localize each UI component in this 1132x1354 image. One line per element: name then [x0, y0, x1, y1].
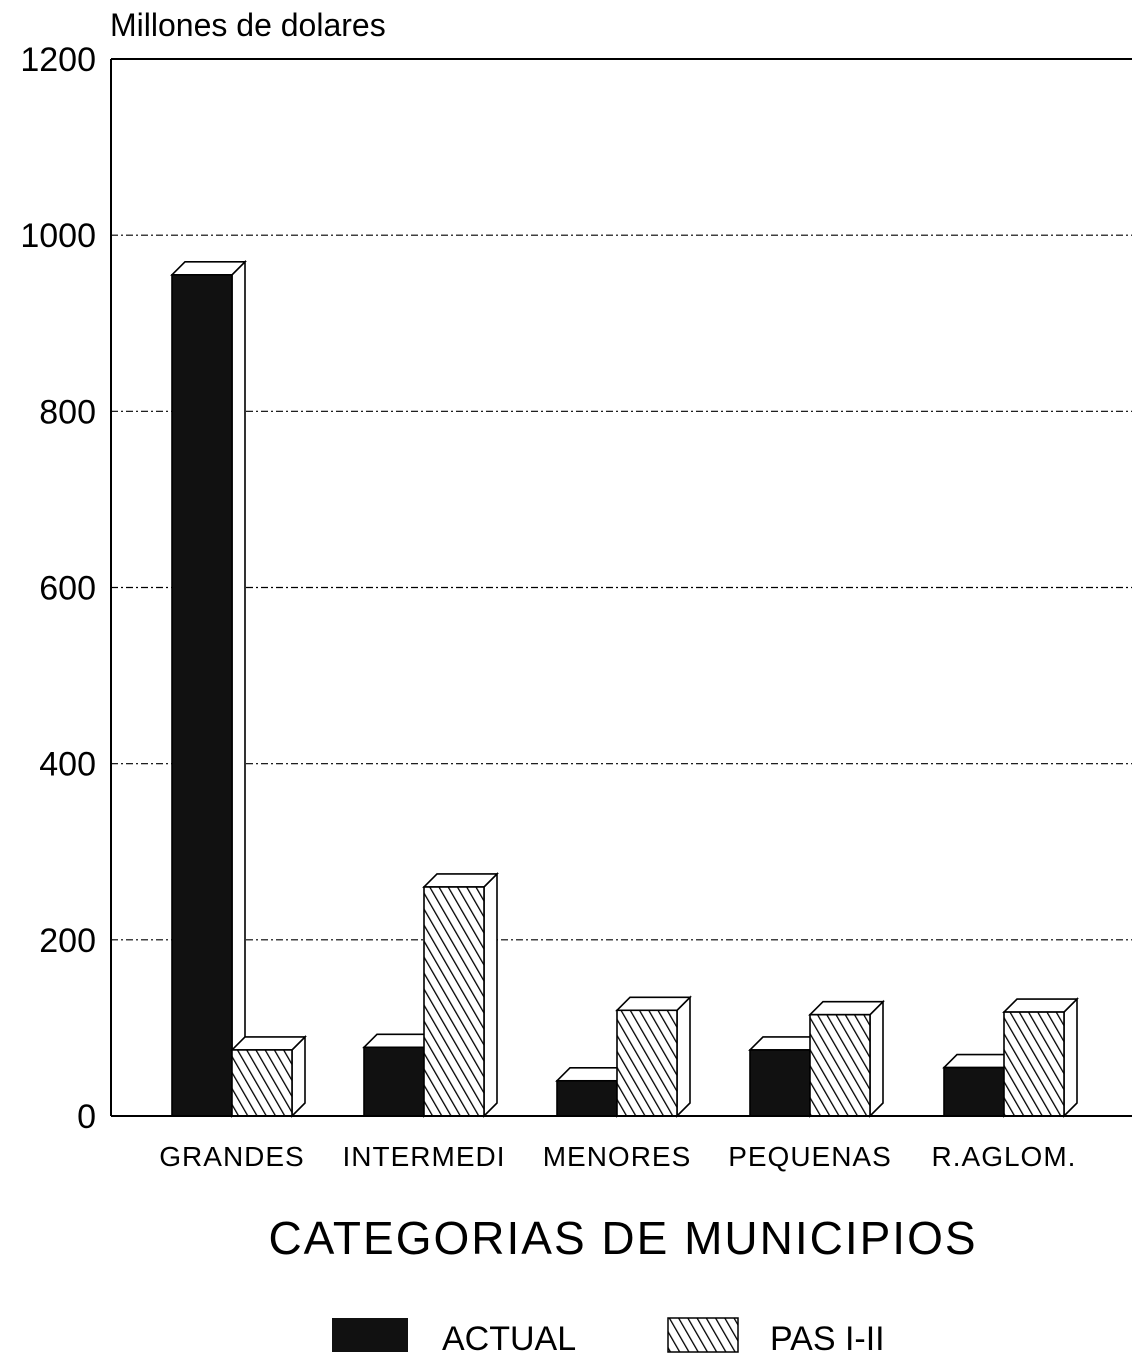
- bar-top-face: [422, 873, 499, 888]
- y-axis-title: Millones de dolares: [110, 7, 386, 43]
- y-tick-label-0: 0: [77, 1098, 96, 1136]
- bar-front-face: [363, 1046, 425, 1117]
- bar-top-face: [170, 261, 247, 276]
- bar-actual-0: [170, 259, 247, 1118]
- bar-top-face: [230, 1036, 307, 1051]
- bar-side-face: [676, 995, 691, 1118]
- bar-pas-2: [615, 995, 692, 1118]
- y-tick-labels: 0 200 400 600 800 1000 1200: [20, 41, 96, 1136]
- bar-top-face: [1002, 998, 1079, 1013]
- category-labels: GRANDES INTERMEDI MENORES PEQUENAS R.AGLOM.: [159, 1141, 1077, 1172]
- bar-side-face: [483, 872, 498, 1118]
- bar-front-face: [556, 1079, 618, 1117]
- bar-front-face: [1003, 1011, 1065, 1117]
- bar-front-face: [423, 886, 485, 1117]
- bar-front-face: [943, 1066, 1005, 1117]
- category-label-3: PEQUENAS: [728, 1141, 892, 1172]
- bar-top-face: [615, 996, 692, 1012]
- category-label-0: GRANDES: [159, 1141, 304, 1172]
- category-label-2: MENORES: [543, 1141, 692, 1172]
- bar-front-face: [809, 1013, 871, 1117]
- y-tick-label-5: 1000: [20, 217, 96, 255]
- bar-front-face: [231, 1049, 293, 1117]
- gridlines: [111, 58, 1132, 941]
- legend: ACTUAL PAS I-II: [332, 1317, 885, 1354]
- y-tick-label-6: 1200: [20, 41, 96, 79]
- y-tick-label-2: 400: [39, 746, 96, 784]
- x-axis-title: CATEGORIAS DE MUNICIPIOS: [268, 1212, 977, 1264]
- legend-swatch-pas: [667, 1317, 739, 1353]
- bar-pas-1: [422, 872, 499, 1118]
- bar-top-face: [808, 1000, 885, 1016]
- legend-swatch-actual: [332, 1318, 408, 1352]
- bar-side-face: [869, 999, 884, 1118]
- category-label-4: R.AGLOM.: [932, 1141, 1077, 1172]
- bar-pas-3: [808, 999, 885, 1118]
- bar-pas-0: [230, 1035, 307, 1118]
- y-tick-label-3: 600: [39, 570, 96, 608]
- bar-side-face: [231, 259, 246, 1118]
- legend-label-actual: ACTUAL: [442, 1320, 576, 1354]
- bar-front-face: [171, 274, 233, 1117]
- bar-front-face: [749, 1049, 811, 1117]
- bar-pas-4: [1002, 997, 1079, 1118]
- y-tick-label-1: 200: [39, 922, 96, 960]
- bar-front-face: [616, 1009, 678, 1117]
- bars: [170, 259, 1079, 1118]
- bar-side-face: [1063, 997, 1078, 1118]
- y-tick-label-4: 800: [39, 393, 96, 431]
- category-label-1: INTERMEDI: [343, 1141, 506, 1172]
- bar-actual-2: [555, 1065, 632, 1118]
- legend-label-pas: PAS I-II: [770, 1320, 885, 1354]
